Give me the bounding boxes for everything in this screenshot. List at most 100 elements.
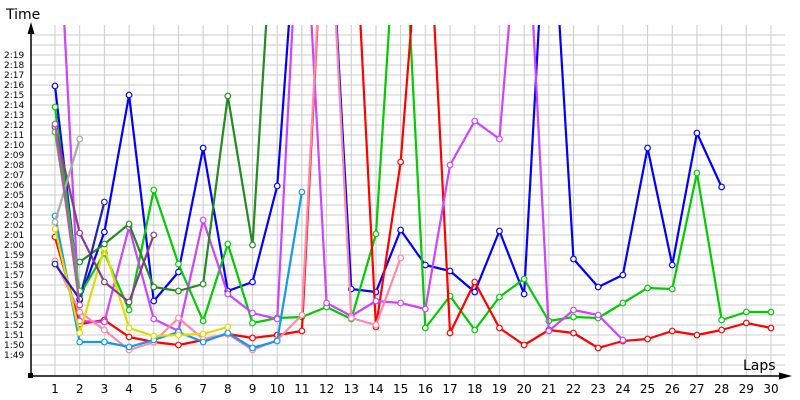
- data-point-marker: [298, 188, 306, 196]
- y-axis-arrow-icon: [27, 22, 35, 34]
- data-point-marker: [175, 287, 182, 295]
- data-point-marker: [520, 290, 528, 298]
- data-point-marker: [249, 241, 256, 249]
- x-tick-label: 8: [224, 382, 232, 396]
- y-tick-label: 1:52: [4, 321, 24, 331]
- data-point-marker: [199, 338, 207, 346]
- data-point-marker: [51, 260, 59, 268]
- x-tick-label: 23: [591, 382, 606, 396]
- data-point-marker: [175, 260, 182, 268]
- data-point-marker: [718, 316, 726, 324]
- x-tick-label: 14: [368, 382, 383, 396]
- x-tick-label: 5: [150, 382, 158, 396]
- data-point-marker: [397, 158, 405, 166]
- data-point-marker: [718, 326, 726, 334]
- data-point-marker: [125, 333, 133, 341]
- data-point-marker: [51, 82, 59, 90]
- data-point-marker: [100, 326, 108, 334]
- data-point-marker: [446, 329, 454, 337]
- data-point-marker: [199, 280, 207, 288]
- data-point-marker: [249, 319, 256, 327]
- x-tick-label: 29: [739, 382, 754, 396]
- data-point-marker: [570, 329, 577, 337]
- data-point-marker: [150, 315, 158, 323]
- data-point-marker: [644, 335, 651, 343]
- x-tick-label: 12: [319, 382, 334, 396]
- y-tick-label: 2:16: [4, 81, 24, 91]
- series-mauve: [51, 120, 84, 309]
- data-point-marker: [471, 326, 479, 334]
- data-point-marker: [76, 308, 84, 316]
- data-point-marker: [175, 331, 182, 339]
- y-axis: [27, 22, 35, 376]
- y-axis-tick-labels: 1:491:501:511:521:531:541:551:561:571:58…: [4, 51, 24, 361]
- y-tick-label: 2:09: [4, 151, 24, 161]
- x-tick-label: 24: [615, 382, 630, 396]
- data-point-marker: [298, 327, 306, 335]
- x-tick-label: 2: [76, 382, 84, 396]
- data-point-marker: [125, 324, 133, 332]
- data-point-marker: [421, 261, 429, 269]
- data-point-marker: [471, 117, 479, 125]
- x-tick-label: 9: [249, 382, 257, 396]
- series-magenta: [63, 25, 627, 344]
- data-point-marker: [224, 290, 232, 298]
- data-point-marker: [150, 283, 158, 291]
- x-tick-label: 21: [541, 382, 556, 396]
- data-point-marker: [570, 255, 577, 263]
- x-axis: [28, 372, 792, 380]
- data-point-marker: [51, 103, 59, 111]
- x-tick-label: 25: [640, 382, 655, 396]
- y-tick-label: 1:55: [4, 291, 24, 301]
- series-dark-green: [76, 25, 268, 295]
- data-point-marker: [496, 135, 503, 143]
- y-tick-label: 2:06: [4, 181, 24, 191]
- series-green: [51, 25, 775, 334]
- data-point-marker: [693, 169, 701, 177]
- data-point-marker: [767, 324, 775, 332]
- data-point-marker: [249, 278, 256, 286]
- data-point-marker: [668, 285, 676, 293]
- x-tick-label: 1: [51, 382, 59, 396]
- y-tick-label: 1:53: [4, 311, 24, 321]
- data-point-marker: [496, 324, 503, 332]
- data-point-marker: [446, 161, 454, 169]
- y-tick-label: 1:49: [4, 351, 24, 361]
- data-point-marker: [347, 314, 355, 322]
- data-point-marker: [199, 216, 207, 224]
- y-tick-label: 1:58: [4, 261, 24, 271]
- data-point-marker: [668, 261, 676, 269]
- x-tick-label: 3: [101, 382, 109, 396]
- x-axis-tick-labels: 1 2 3 4 5 6 7 8 9 10 11 12 13 14 15 16 17 18 19 20 21 22 23 24 2…: [51, 382, 778, 396]
- y-tick-label: 2:01: [4, 231, 24, 241]
- y-tick-label: 2:14: [4, 101, 24, 111]
- data-point-marker: [100, 198, 108, 206]
- data-point-marker: [76, 338, 84, 346]
- y-axis-title: Time: [5, 7, 40, 23]
- data-point-marker: [693, 129, 701, 137]
- data-point-marker: [668, 327, 676, 335]
- data-point-marker: [76, 329, 84, 337]
- data-point-marker: [273, 337, 281, 345]
- y-tick-label: 2:19: [4, 51, 24, 61]
- y-tick-label: 2:10: [4, 141, 24, 151]
- x-tick-label: 17: [442, 382, 457, 396]
- x-tick-label: 11: [294, 382, 309, 396]
- data-point-marker: [125, 343, 133, 351]
- x-tick-label: 13: [344, 382, 359, 396]
- x-tick-label: 30: [763, 382, 778, 396]
- data-point-marker: [619, 271, 627, 279]
- data-point-marker: [76, 258, 84, 266]
- data-point-marker: [397, 226, 405, 234]
- data-point-marker: [273, 315, 281, 323]
- data-point-marker: [125, 91, 133, 99]
- x-tick-label: 10: [270, 382, 285, 396]
- data-point-marker: [421, 324, 429, 332]
- series-yellow: [51, 225, 232, 340]
- data-point-marker: [323, 299, 330, 307]
- data-point-marker: [249, 334, 256, 342]
- x-tick-label: 27: [689, 382, 704, 396]
- data-point-marker: [100, 240, 108, 248]
- data-point-marker: [619, 336, 627, 344]
- y-tick-label: 2:15: [4, 91, 24, 101]
